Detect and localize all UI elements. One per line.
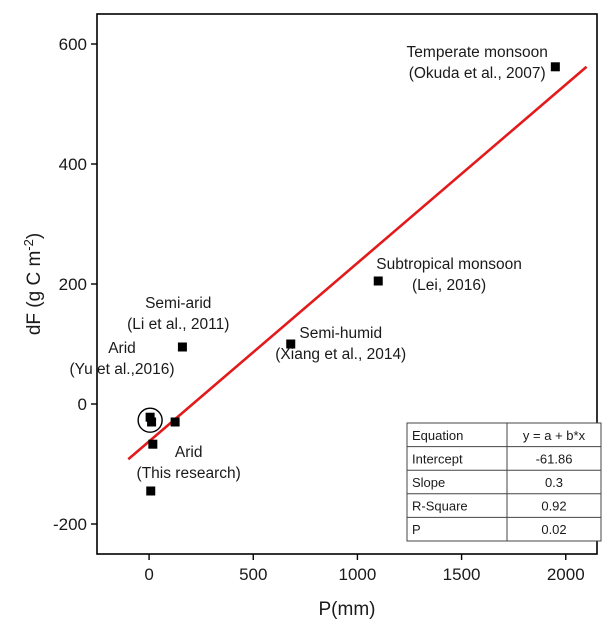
regression-line — [127, 65, 588, 461]
y-tick-label: 400 — [59, 155, 87, 174]
data-points — [137, 62, 560, 496]
data-point — [286, 339, 296, 349]
annotation-label: (Okuda et al., 2007) — [409, 65, 546, 82]
y-tick-label: 600 — [59, 35, 87, 54]
annotation-label: (Yu et al.,2016) — [69, 361, 174, 378]
axis-ticks: 0 500 1000 1500 2000 -200 0 200 400 600 — [53, 35, 585, 584]
annotation-label: (Lei, 2016) — [412, 277, 486, 294]
stats-table-value: 0.3 — [545, 475, 563, 490]
annotation-label: Temperate monsoon — [407, 44, 548, 61]
stats-table-key: P — [412, 522, 421, 537]
stats-table-border — [406, 422, 602, 542]
annotation-label: (Xiang et al., 2014) — [275, 346, 406, 363]
x-tick-label: 500 — [239, 565, 267, 584]
data-point — [146, 486, 156, 496]
x-tick-label: 1500 — [443, 565, 481, 584]
annotation-label: Arid — [175, 444, 203, 461]
stats-table-key: Slope — [412, 475, 445, 490]
stats-table-value: -61.86 — [536, 451, 573, 466]
data-point — [170, 417, 180, 427]
y-axis-title-sup: -2 — [21, 239, 36, 251]
annotation-label: (This research) — [137, 465, 241, 482]
data-point — [177, 342, 187, 352]
highlight-circle — [137, 407, 163, 433]
annotation-label: Semi-arid — [145, 295, 211, 312]
y-tick-label: 0 — [78, 395, 87, 414]
x-tick-label: 0 — [144, 565, 153, 584]
data-point — [147, 417, 157, 427]
stats-table-value: y = a + b*x — [523, 428, 586, 443]
stats-table-key: Equation — [412, 428, 463, 443]
annotations: Temperate monsoon (Okuda et al., 2007) Sub… — [69, 44, 547, 482]
x-tick-label: 1000 — [339, 565, 377, 584]
data-point — [148, 439, 158, 449]
y-axis-title-main: dF (g C m — [24, 251, 45, 335]
stats-table-value: 0.92 — [541, 499, 566, 514]
y-tick-label: 200 — [59, 275, 87, 294]
annotation-label: Semi-humid — [299, 325, 382, 342]
x-axis-title: P(mm) — [319, 599, 376, 620]
data-point — [550, 62, 560, 72]
y-tick-label: -200 — [53, 515, 87, 534]
data-point — [373, 276, 383, 286]
x-tick-label: 2000 — [547, 565, 585, 584]
annotation-label: Subtropical monsoon — [376, 256, 522, 273]
y-axis-title-close: ) — [24, 233, 45, 239]
stats-table: Equation y = a + b*x Intercept -61.86 Slope 0… — [406, 422, 602, 542]
fit-line — [127, 65, 588, 461]
stats-table-key: Intercept — [412, 451, 463, 466]
data-point — [145, 412, 155, 422]
stats-table-value: 0.02 — [541, 522, 566, 537]
annotation-label: Arid — [108, 340, 136, 357]
annotation-label: (Li et al., 2011) — [127, 316, 229, 333]
y-axis-title: dF (g C m-2) — [21, 233, 46, 335]
stats-table-key: R-Square — [412, 499, 468, 514]
